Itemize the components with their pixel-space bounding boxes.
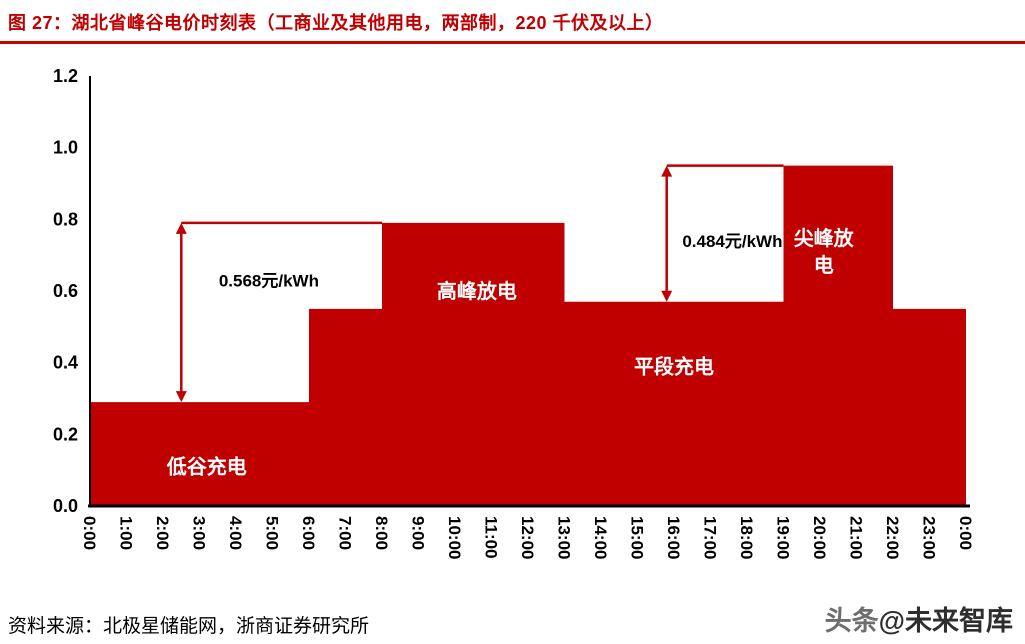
x-tick-label: 15:00 bbox=[628, 516, 647, 559]
footer: 资料来源：北极星储能网，浙商证券研究所 头条@未来智库 bbox=[0, 599, 1025, 638]
x-tick-label: 4:00 bbox=[226, 516, 245, 550]
annotation-price-diff-text: 0.568元/kWh bbox=[219, 271, 319, 290]
watermark-handle: @未来智库 bbox=[878, 606, 1013, 636]
x-tick-label: 11:00 bbox=[482, 516, 501, 559]
arrow-head-up-icon bbox=[661, 165, 673, 177]
x-tick-label: 20:00 bbox=[810, 516, 829, 559]
x-tick-label: 9:00 bbox=[409, 516, 428, 550]
y-tick-label: 0.4 bbox=[53, 353, 78, 373]
x-tick-label: 17:00 bbox=[701, 516, 720, 559]
x-tick-label: 1:00 bbox=[117, 516, 136, 550]
figure-title: 图 27：湖北省峰谷电价时刻表（工商业及其他用电，两部制，220 千伏及以上） bbox=[8, 13, 664, 33]
x-tick-label: 0:00 bbox=[956, 516, 975, 550]
y-tick-label: 0.2 bbox=[53, 424, 78, 444]
x-tick-label: 7:00 bbox=[336, 516, 355, 550]
x-tick-label: 18:00 bbox=[737, 516, 756, 559]
arrow-head-down-icon bbox=[661, 290, 673, 302]
x-tick-label: 21:00 bbox=[847, 516, 866, 559]
y-tick-label: 0.8 bbox=[53, 209, 78, 229]
price-area bbox=[90, 165, 966, 506]
segment-label: 平段充电 bbox=[634, 354, 714, 378]
segment-label: 电 bbox=[814, 254, 834, 277]
x-tick-label: 12:00 bbox=[518, 516, 537, 559]
title-underline-rule bbox=[0, 41, 1025, 44]
chart-area: 0.0 0.2 0.4 0.6 0.8 1.0 1.2 0:00 1:00 2:00 3:00 4:0… bbox=[0, 46, 1025, 611]
x-tick-label: 14:00 bbox=[591, 516, 610, 559]
y-tick-label: 1.2 bbox=[53, 66, 78, 86]
segment-label: 高峰放电 bbox=[437, 279, 517, 303]
x-tick-label: 16:00 bbox=[664, 516, 683, 559]
x-tick-label: 3:00 bbox=[190, 516, 209, 550]
x-tick-label: 6:00 bbox=[299, 516, 318, 550]
x-tick-label: 22:00 bbox=[883, 516, 902, 559]
figure-title-bar: 图 27：湖北省峰谷电价时刻表（工商业及其他用电，两部制，220 千伏及以上） bbox=[0, 0, 1025, 41]
y-tick-label: 0.0 bbox=[53, 496, 78, 516]
source-note: 资料来源：北极星储能网，浙商证券研究所 bbox=[8, 616, 370, 637]
x-tick-label: 5:00 bbox=[263, 516, 282, 550]
arrow-head-up-icon bbox=[175, 222, 187, 234]
annotation-price-diff-text: 0.484元/kWh bbox=[682, 232, 782, 251]
y-tick-label: 0.6 bbox=[53, 281, 78, 301]
segment-label: 尖峰放 bbox=[794, 226, 855, 250]
segment-label: 低谷充电 bbox=[166, 455, 247, 479]
watermark-prefix: 头条 bbox=[824, 606, 879, 636]
x-tick-label: 19:00 bbox=[774, 516, 793, 559]
x-tick-label: 2:00 bbox=[153, 516, 172, 550]
x-tick-label: 23:00 bbox=[920, 516, 939, 559]
arrow-head-down-icon bbox=[175, 391, 187, 403]
y-tick-label: 1.0 bbox=[53, 138, 78, 158]
x-tick-label: 10:00 bbox=[445, 516, 464, 559]
x-tick-label: 13:00 bbox=[555, 516, 574, 559]
x-tick-label: 0:00 bbox=[80, 516, 99, 550]
peak-valley-price-step-chart: 0.0 0.2 0.4 0.6 0.8 1.0 1.2 0:00 1:00 2:00 3:00 4:0… bbox=[53, 66, 975, 559]
x-tick-label: 8:00 bbox=[372, 516, 391, 550]
watermark: 头条@未来智库 bbox=[825, 599, 1013, 638]
